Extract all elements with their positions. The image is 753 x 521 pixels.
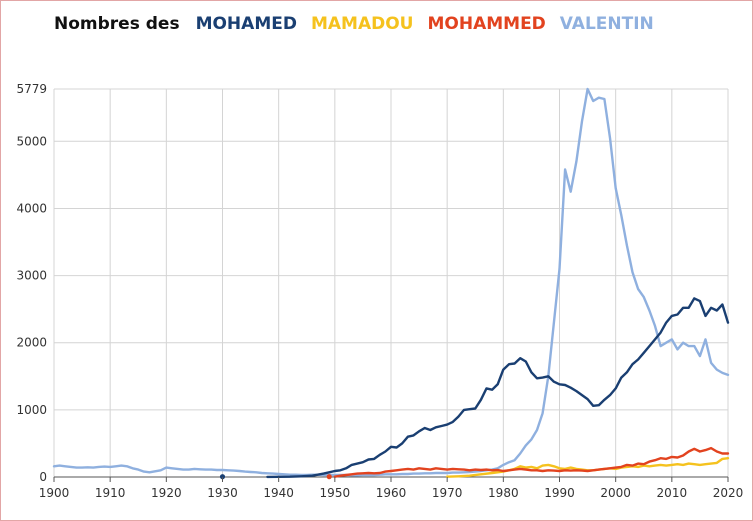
series-line-mohammed[interactable] [333, 446, 730, 478]
x-tick-label: 1900 [39, 486, 70, 500]
x-tick-label: 1980 [488, 486, 519, 500]
legend-item-mohammed[interactable]: MOHAMMED [427, 14, 546, 34]
x-tick-label: 1930 [207, 486, 238, 500]
x-tick-label: 1970 [432, 486, 463, 500]
point-mohammed[interactable] [326, 474, 332, 480]
series-line-mamadou[interactable] [446, 457, 730, 478]
x-tick-label: 2020 [713, 486, 744, 500]
y-tick-label: 0 [39, 470, 47, 484]
legend-item-mohamed[interactable]: MOHAMED [195, 14, 297, 34]
series-line-mohamed[interactable] [266, 297, 730, 479]
series-lines [52, 87, 730, 480]
x-tick-label: 2000 [600, 486, 631, 500]
y-tick-label: 2000 [16, 336, 47, 350]
x-tick-label: 1940 [263, 486, 294, 500]
y-tick-label: 1000 [16, 403, 47, 417]
x-axis-ticks: 1900 1910 1920 1930 1940 1950 1960 1970 1980 1990… [39, 477, 744, 500]
y-axis-ticks: 0 1000 2000 3000 4000 5000 5779 [16, 82, 47, 484]
x-tick-label: 1960 [376, 486, 407, 500]
y-tick-label: 4000 [16, 201, 47, 215]
x-tick-label: 1920 [151, 486, 182, 500]
y-tick-label: 5000 [16, 134, 47, 148]
grid-lines [53, 88, 729, 478]
y-tick-label: 3000 [16, 269, 47, 283]
chart-title: Nombres des MOHAMED MAMADOU MOHAMMED VALENTI… [54, 14, 668, 34]
series-line-valentin[interactable] [52, 87, 730, 477]
x-tick-label: 1910 [95, 486, 126, 500]
point-mohamed[interactable] [219, 474, 226, 480]
x-tick-label: 2010 [657, 486, 688, 500]
x-tick-label: 1990 [544, 486, 575, 500]
y-tick-label: 5779 [16, 82, 47, 96]
x-tick-label: 1950 [320, 486, 351, 500]
legend-item-valentin[interactable]: VALENTIN [559, 14, 654, 34]
title-prefix: Nombres des [54, 14, 180, 34]
legend-item-mamadou[interactable]: MAMADOU [310, 14, 414, 34]
